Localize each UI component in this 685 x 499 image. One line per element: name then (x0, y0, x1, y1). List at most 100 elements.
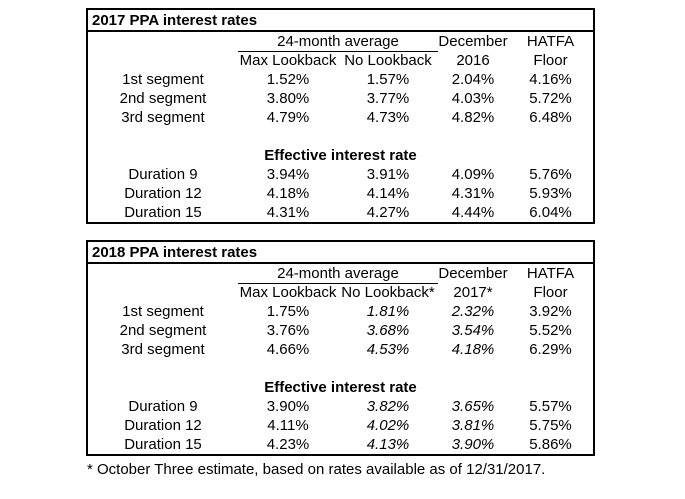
header-spacer (88, 264, 238, 283)
col-header-year: 2017* (453, 284, 493, 301)
rate-cell: 5.57% (529, 398, 572, 415)
col-header-floor: Floor (533, 284, 568, 301)
table-row: Duration 9 3.90% 3.82% 3.65% 5.57% (88, 397, 593, 416)
row-label: 1st segment (122, 71, 204, 88)
rate-cell: 3.92% (529, 303, 572, 320)
rate-cell: 6.29% (529, 341, 572, 358)
table-row: Duration 12 4.11% 4.02% 3.81% 5.75% (88, 416, 593, 435)
rate-cell: 1.75% (266, 303, 310, 320)
header-row-sub: Max Lookback No Lookback* 2017* Floor (88, 283, 593, 302)
rate-cell: 5.52% (529, 322, 572, 339)
table-title-2018: 2018 PPA interest rates (88, 242, 593, 264)
header-row-group: 24-month average December HATFA (88, 32, 593, 52)
table-row: 1st segment 1.52% 1.57% 2.04% 4.16% (88, 70, 593, 89)
rate-cell: 4.14% (366, 185, 410, 202)
rate-cell: 4.31% (266, 204, 310, 221)
rate-cell: 3.76% (266, 322, 310, 339)
row-label: Duration 12 (124, 185, 202, 202)
rate-cell: 4.31% (451, 185, 495, 202)
row-label: 1st segment (122, 303, 204, 320)
row-label: 3rd segment (121, 109, 205, 126)
rate-cell-estimate: 4.13% (366, 436, 410, 453)
rate-cell-estimate: 4.53% (366, 341, 410, 358)
col-header-hatfa: HATFA (526, 33, 575, 50)
rate-cell: 1.52% (266, 71, 310, 88)
rate-cell-estimate: 3.65% (451, 398, 495, 415)
rate-cell: 4.18% (266, 185, 310, 202)
footnote: * October Three estimate, based on rates… (87, 461, 546, 478)
table-row: 2nd segment 3.80% 3.77% 4.03% 5.72% (88, 89, 593, 108)
header-spacer (88, 51, 238, 70)
rate-cell-estimate: 1.81% (366, 303, 410, 320)
rate-cell: 5.76% (529, 166, 572, 183)
table-row: Duration 15 4.31% 4.27% 4.44% 6.04% (88, 203, 593, 222)
rate-cell-estimate: 4.02% (366, 417, 410, 434)
row-label: Duration 12 (124, 417, 202, 434)
rate-cell-estimate: 3.68% (366, 322, 410, 339)
row-label: Duration 15 (124, 436, 202, 453)
rate-cell: 4.09% (451, 166, 495, 183)
table-row: 3rd segment 4.79% 4.73% 4.82% 6.48% (88, 108, 593, 127)
rate-cell: 4.11% (267, 417, 309, 434)
rate-cell: 6.48% (529, 109, 572, 126)
rate-cell: 4.79% (266, 109, 310, 126)
rate-cell: 4.73% (366, 109, 410, 126)
section-label: Effective interest rate (264, 379, 417, 396)
page: 2017 PPA interest rates 24-month average… (86, 8, 595, 479)
rates-table-2018: 24-month average December HATFA Max Look… (88, 264, 593, 454)
table-row: 3rd segment 4.66% 4.53% 4.18% 6.29% (88, 340, 593, 359)
row-label: 3rd segment (121, 341, 205, 358)
col-header-floor: Floor (533, 52, 568, 69)
blank-cell (88, 359, 593, 378)
rate-cell: 4.66% (266, 341, 310, 358)
header-spacer (88, 32, 238, 51)
rate-cell: 2.04% (451, 71, 495, 88)
table-row: Duration 12 4.18% 4.14% 4.31% 5.93% (88, 184, 593, 203)
section-row: Effective interest rate (88, 146, 593, 165)
table-row: Duration 15 4.23% 4.13% 3.90% 5.86% (88, 435, 593, 454)
rate-cell-estimate: 4.18% (451, 341, 495, 358)
col-header-year: 2016 (456, 52, 490, 69)
rate-cell: 3.80% (266, 90, 310, 107)
rate-cell-estimate: 2.32% (451, 303, 495, 320)
table-row: Duration 9 3.94% 3.91% 4.09% 5.76% (88, 165, 593, 184)
rate-cell: 4.03% (451, 90, 495, 107)
blank-row (88, 127, 593, 146)
rate-cell: 3.77% (366, 90, 410, 107)
header-row-group: 24-month average December HATFA (88, 264, 593, 284)
section-label: Effective interest rate (264, 147, 417, 164)
rates-table-2017: 24-month average December HATFA Max Look… (88, 32, 593, 222)
blank-row (88, 359, 593, 378)
table-row: 1st segment 1.75% 1.81% 2.32% 3.92% (88, 302, 593, 321)
row-label: Duration 9 (128, 398, 198, 415)
table-title-2017: 2017 PPA interest rates (88, 10, 593, 32)
rate-cell: 4.44% (451, 204, 495, 221)
header-row-sub: Max Lookback No Lookback 2016 Floor (88, 51, 593, 70)
table-row: 2nd segment 3.76% 3.68% 3.54% 5.52% (88, 321, 593, 340)
rate-cell-estimate: 3.81% (451, 417, 495, 434)
rate-cell: 4.82% (451, 109, 495, 126)
rate-cell: 4.27% (366, 204, 410, 221)
rate-cell-estimate: 3.54% (451, 322, 495, 339)
col-header-max-lookback: Max Lookback (239, 284, 337, 302)
col-header-december: December (438, 33, 508, 50)
rate-cell: 3.91% (366, 166, 410, 183)
rate-cell: 6.04% (529, 204, 572, 221)
group-header-24-month-average: 24-month average (238, 264, 438, 284)
col-header-december: December (438, 265, 508, 282)
table-2017-ppa-rates: 2017 PPA interest rates 24-month average… (86, 8, 595, 224)
rate-cell: 1.57% (366, 71, 410, 88)
col-header-hatfa: HATFA (526, 265, 575, 282)
rate-cell-estimate: 3.82% (366, 398, 410, 415)
rate-cell: 5.75% (529, 417, 572, 434)
rate-cell: 5.93% (529, 185, 572, 202)
blank-cell (88, 127, 593, 146)
rate-cell: 3.94% (266, 166, 310, 183)
rate-cell: 4.16% (529, 71, 572, 88)
col-header-max-lookback: Max Lookback (239, 52, 337, 70)
col-header-no-lookback: No Lookback (344, 52, 432, 70)
section-row: Effective interest rate (88, 378, 593, 397)
col-header-no-lookback: No Lookback* (341, 284, 435, 302)
row-label: Duration 9 (128, 166, 198, 183)
header-spacer (88, 283, 238, 302)
